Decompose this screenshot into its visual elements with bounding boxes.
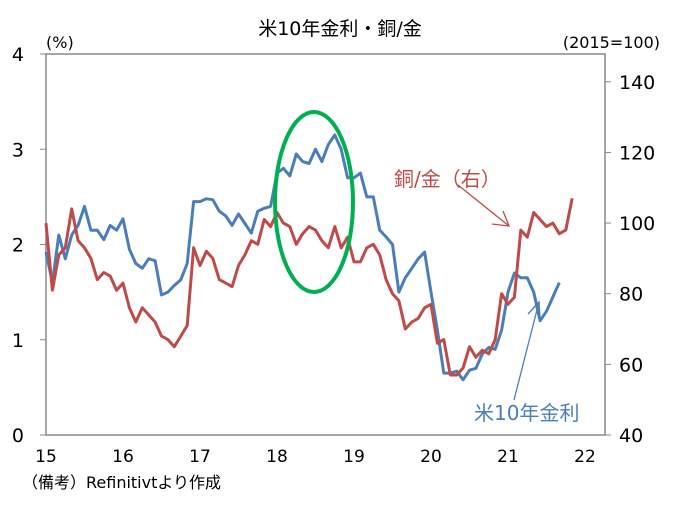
chart-title: 米10年金利・銅/金 bbox=[258, 18, 422, 40]
x-tick-label: 18 bbox=[266, 447, 288, 467]
right-tick-label: 40 bbox=[619, 425, 643, 447]
left-tick-label: 4 bbox=[12, 44, 24, 66]
left-axis-unit: (%) bbox=[46, 33, 74, 52]
left-tick-label: 3 bbox=[12, 139, 24, 161]
x-tick-label: 15 bbox=[35, 447, 57, 467]
highlight-ellipse bbox=[275, 112, 353, 292]
x-tick-label: 17 bbox=[189, 447, 211, 467]
yield-label: 米10年金利 bbox=[474, 401, 579, 425]
x-tick-label: 19 bbox=[343, 447, 365, 467]
right-tick-label: 120 bbox=[619, 142, 655, 164]
x-tick-label: 16 bbox=[112, 447, 134, 467]
copper-gold-label: 銅/金（右） bbox=[394, 167, 501, 191]
x-tick-label: 20 bbox=[420, 447, 442, 467]
source-note: （備考）Refinitivtより作成 bbox=[22, 473, 221, 492]
copper-gold-arrow bbox=[458, 185, 509, 226]
x-axis: 15 16 17 18 19 20 21 22 bbox=[35, 447, 596, 467]
right-tick-label: 140 bbox=[619, 72, 655, 94]
right-tick-label: 80 bbox=[619, 284, 643, 306]
right-axis-unit: (2015=100) bbox=[563, 33, 660, 52]
x-tick-label: 22 bbox=[574, 447, 596, 467]
right-tick-label: 100 bbox=[619, 213, 655, 235]
right-tick-label: 60 bbox=[619, 354, 643, 376]
x-tick-label: 21 bbox=[497, 447, 519, 467]
left-axis: 0 1 2 3 4 bbox=[12, 44, 46, 447]
yield-arrow bbox=[514, 302, 539, 400]
left-tick-label: 0 bbox=[12, 425, 24, 447]
right-axis: 40 60 80 100 120 140 bbox=[605, 72, 655, 447]
left-tick-label: 2 bbox=[12, 235, 24, 257]
left-tick-label: 1 bbox=[12, 330, 24, 352]
